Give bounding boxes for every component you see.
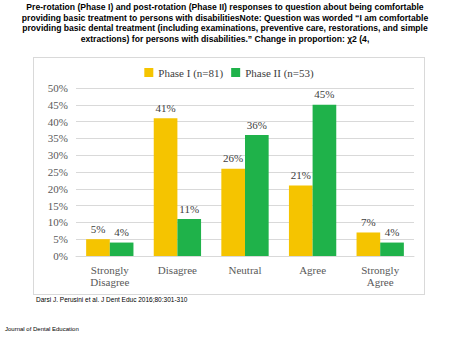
svg-text:20%: 20% xyxy=(48,183,68,195)
svg-text:Agree: Agree xyxy=(367,276,394,288)
svg-text:26%: 26% xyxy=(223,152,243,164)
svg-text:10%: 10% xyxy=(48,216,68,228)
svg-text:Strongly: Strongly xyxy=(91,264,129,276)
svg-text:45%: 45% xyxy=(314,88,334,100)
svg-text:25%: 25% xyxy=(48,166,68,178)
svg-text:Phase II (n=53): Phase II (n=53) xyxy=(245,67,314,80)
svg-text:7%: 7% xyxy=(361,216,376,228)
html-text:Journal of Dental Education: Journal of Dental Education xyxy=(5,326,79,332)
svg-text:45%: 45% xyxy=(48,99,68,111)
svg-text:Neutral: Neutral xyxy=(229,264,262,276)
svg-text:Disagree: Disagree xyxy=(158,264,197,276)
svg-text:5%: 5% xyxy=(53,233,68,245)
svg-text:40%: 40% xyxy=(48,116,68,128)
svg-text:Agree: Agree xyxy=(299,264,326,276)
svg-text:5%: 5% xyxy=(91,223,106,235)
svg-text:50%: 50% xyxy=(48,82,68,94)
svg-text:30%: 30% xyxy=(48,149,68,161)
svg-text:11%: 11% xyxy=(179,203,199,215)
svg-text:36%: 36% xyxy=(247,119,267,131)
svg-text:35%: 35% xyxy=(48,132,68,144)
svg-text:Strongly: Strongly xyxy=(361,264,399,276)
html-text:Pre-rotation (Phase I) and pos: Pre-rotation (Phase I) and post-rotation… xyxy=(21,2,429,44)
html-text:Darsi J. Perusini et al. J Den: Darsi J. Perusini et al. J Dent Educ 201… xyxy=(36,296,188,303)
svg-text:15%: 15% xyxy=(48,200,68,212)
svg-text:4%: 4% xyxy=(114,226,129,238)
svg-text:21%: 21% xyxy=(291,169,311,181)
svg-text:41%: 41% xyxy=(155,102,175,114)
svg-text:0%: 0% xyxy=(53,250,68,262)
svg-text:Phase I (n=81): Phase I (n=81) xyxy=(158,67,223,80)
svg-text:4%: 4% xyxy=(385,226,400,238)
svg-text:Disagree: Disagree xyxy=(90,276,129,288)
